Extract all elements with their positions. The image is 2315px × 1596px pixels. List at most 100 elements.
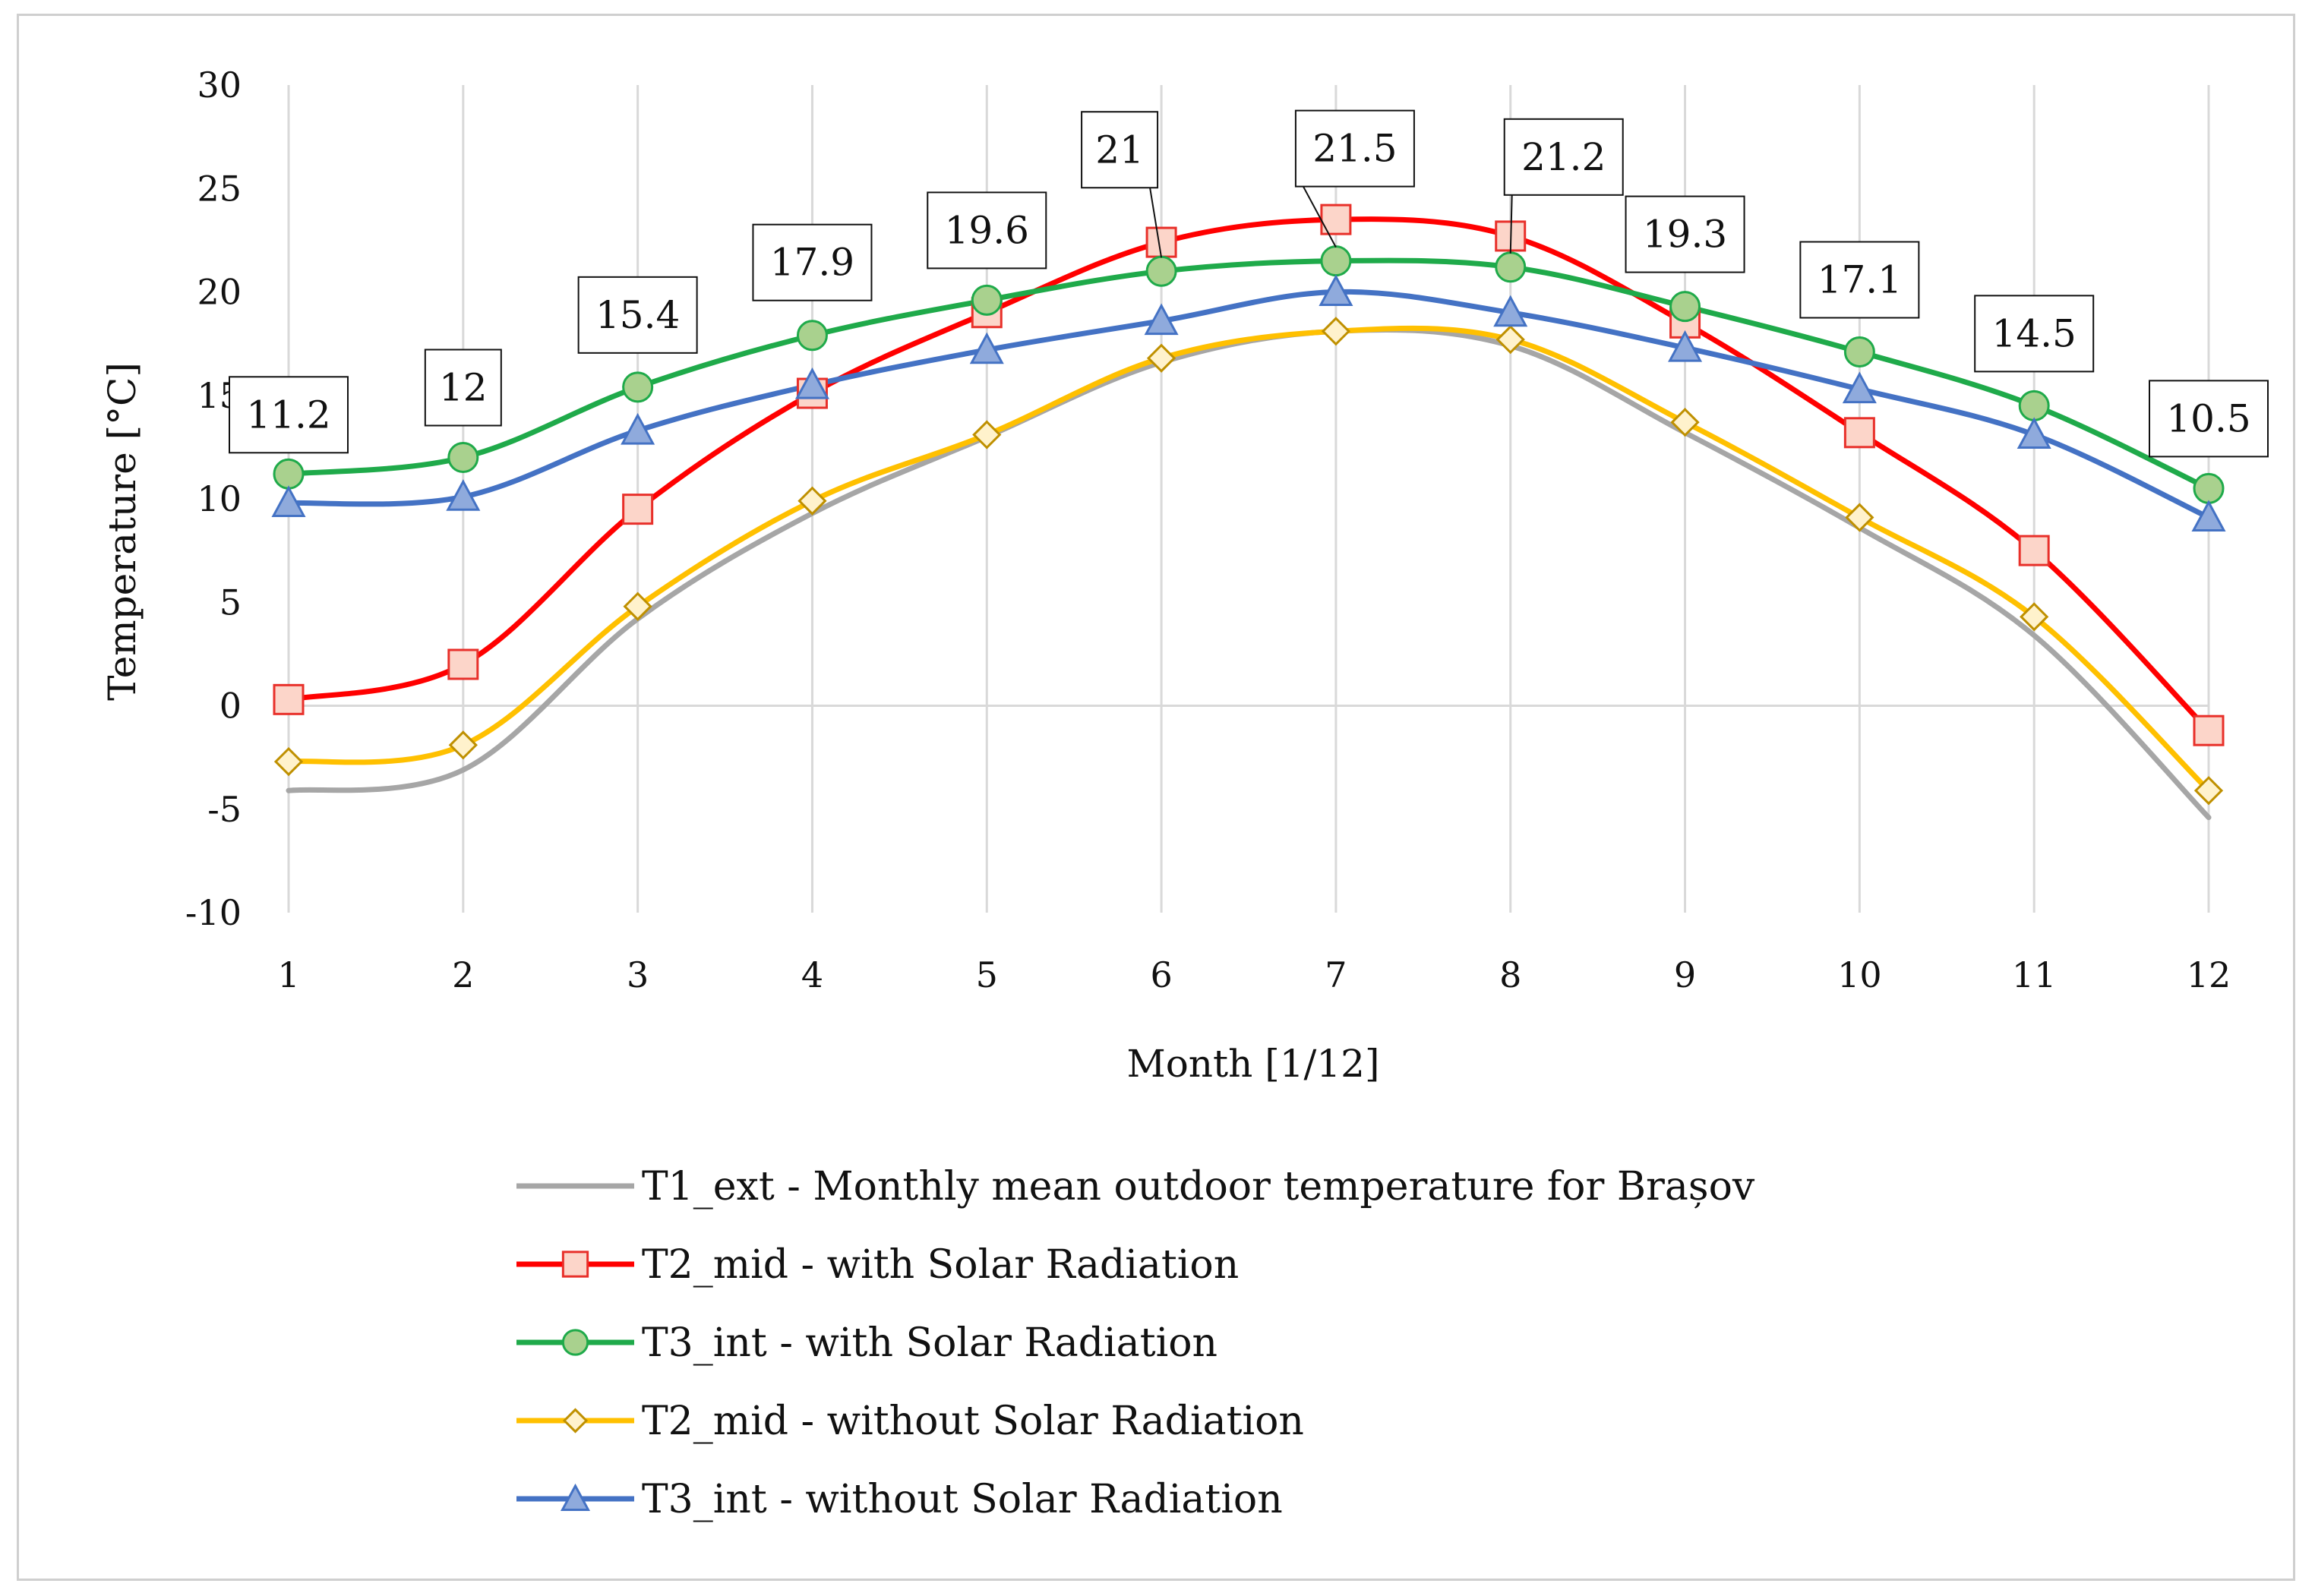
data-point-t3-int-with-solar-radiation: [273, 458, 305, 490]
data-label: 19.3: [1643, 213, 1727, 257]
y-tick-label: 0: [219, 686, 242, 727]
data-label-box: [1503, 118, 1624, 196]
data-label-box: [1974, 295, 2095, 373]
x-tick-label: 10: [1837, 954, 1882, 995]
series-lines: [286, 216, 2212, 821]
y-tick-label: 20: [197, 272, 242, 313]
data-point-t3-int-without-solar-radiation: [794, 367, 829, 399]
x-tick-label: 8: [1499, 954, 1521, 995]
y-tick-label: 5: [219, 582, 242, 623]
data-point-t3-int-without-solar-radiation: [1668, 330, 1703, 362]
x-tick-label: 2: [452, 954, 474, 995]
data-point-t2-mid-without-solar-radiation: [2193, 776, 2224, 806]
series-line-t3-int-with-solar-radiation: [286, 257, 2212, 491]
data-point-t2-mid-without-solar-radiation: [797, 486, 827, 516]
data-point-t2-mid-without-solar-radiation: [1670, 408, 1700, 437]
legend-label: T1_ext - Monthly mean outdoor temperatur…: [642, 1164, 1755, 1210]
data-label: 14.5: [1992, 311, 2077, 355]
data-point-t3-int-with-solar-radiation: [622, 371, 654, 403]
data-point-t3-int-with-solar-radiation: [2193, 472, 2225, 504]
data-label: 10.5: [2166, 396, 2250, 440]
data-label-leader: [1509, 194, 1513, 254]
data-label: 17.1: [1818, 258, 1902, 302]
data-point-t3-int-without-solar-radiation: [969, 332, 1004, 364]
data-label: 21.2: [1521, 135, 1606, 179]
data-point-t2-mid-without-solar-radiation: [623, 591, 652, 621]
x-tick-label: 9: [1674, 954, 1696, 995]
y-axis-title: Temperature [°C]: [100, 362, 144, 701]
data-label-box: [1294, 109, 1415, 188]
data-point-t3-int-with-solar-radiation: [2018, 390, 2050, 421]
data-point-t2-mid-with-solar-radiation: [2193, 714, 2225, 746]
data-label-box: [927, 191, 1047, 270]
data-point-t2-mid-without-solar-radiation: [1845, 503, 1874, 532]
data-label-leader: [1149, 188, 1163, 258]
series-markers: [271, 203, 2226, 806]
x-tick-label: 5: [976, 954, 998, 995]
data-label: 17.9: [770, 241, 854, 285]
data-point-t2-mid-with-solar-radiation: [447, 648, 479, 680]
data-point-t2-mid-with-solar-radiation: [1145, 226, 1177, 258]
data-label-leader: [1303, 186, 1337, 248]
x-tick-label: 11: [2012, 954, 2057, 995]
data-point-t3-int-with-solar-radiation: [796, 320, 828, 352]
data-label-box: [229, 376, 349, 454]
legend-label: T3_int - with Solar Radiation: [642, 1320, 1218, 1366]
data-point-t3-int-without-solar-radiation: [2191, 500, 2226, 532]
x-tick-label: 4: [801, 954, 823, 995]
data-label-box: [752, 223, 873, 301]
y-tick-label: 10: [197, 478, 242, 519]
data-point-t2-mid-with-solar-radiation: [2018, 535, 2050, 566]
data-point-t3-int-without-solar-radiation: [446, 479, 481, 511]
data-label-box: [1625, 195, 1745, 273]
data-point-t2-mid-without-solar-radiation: [1495, 325, 1525, 355]
data-label-box: [424, 349, 502, 427]
x-axis-title: Month [1/12]: [1127, 1042, 1380, 1086]
x-tick-label: 6: [1150, 954, 1172, 995]
data-point-t2-mid-without-solar-radiation: [1146, 343, 1176, 373]
legend-marker-t2-mid-without-solar-radiation: [562, 1408, 589, 1434]
data-label: 11.2: [246, 393, 330, 437]
data-point-t3-int-with-solar-radiation: [1495, 251, 1527, 283]
data-point-t3-int-without-solar-radiation: [621, 412, 655, 445]
data-point-t2-mid-without-solar-radiation: [972, 420, 1002, 449]
data-point-t2-mid-with-solar-radiation: [622, 494, 654, 525]
y-tick-label: 25: [197, 168, 242, 209]
data-point-t2-mid-without-solar-radiation: [273, 746, 304, 777]
data-point-t3-int-with-solar-radiation: [1669, 291, 1701, 323]
data-point-t3-int-with-solar-radiation: [1145, 255, 1177, 287]
series-line-t2-mid-with-solar-radiation: [286, 216, 2212, 733]
data-point-t3-int-without-solar-radiation: [1842, 371, 1877, 404]
data-label: 21.5: [1312, 127, 1397, 171]
data-point-t3-int-without-solar-radiation: [1493, 295, 1528, 327]
legend-marker-t2-mid-with-solar-radiation: [561, 1251, 589, 1278]
data-point-t2-mid-with-solar-radiation: [1843, 417, 1875, 449]
x-tick-label: 1: [277, 954, 299, 995]
y-tick-label: -10: [185, 892, 242, 933]
legend-label: T2_mid - without Solar Radiation: [642, 1399, 1304, 1444]
data-point-t2-mid-without-solar-radiation: [1321, 317, 1351, 346]
data-label-box: [1799, 241, 1920, 319]
data-point-t3-int-without-solar-radiation: [2017, 417, 2051, 449]
data-point-t3-int-with-solar-radiation: [1320, 245, 1352, 277]
series-line-t2-mid-without-solar-radiation: [286, 325, 2212, 793]
legend-label: T3_int - without Solar Radiation: [642, 1477, 1283, 1522]
data-labels: 11.2 12 15.4 17.9 19.6 21 21.5 21.2 19.3 17.1 14.5…: [229, 109, 2269, 458]
y-tick-label: 30: [197, 65, 242, 106]
data-label-box: [577, 276, 698, 354]
data-point-t3-int-without-solar-radiation: [271, 485, 306, 517]
data-label: 19.6: [945, 208, 1029, 252]
grid-lines: [287, 85, 2210, 913]
data-point-t2-mid-with-solar-radiation: [273, 683, 305, 715]
data-label-box: [2149, 380, 2269, 458]
x-axis: 1 2 3 4 5 6 7 8 9 10 11 12: [277, 954, 2231, 995]
legend-marker-t3-int-with-solar-radiation: [561, 1329, 589, 1356]
data-label: 12: [439, 366, 488, 410]
data-label-box: [1081, 111, 1159, 189]
data-point-t3-int-with-solar-radiation: [971, 284, 1003, 316]
legend: T1_ext - Monthly mean outdoor temperatur…: [516, 1164, 1755, 1522]
legend-marker-t3-int-without-solar-radiation: [560, 1483, 591, 1511]
data-point-t3-int-without-solar-radiation: [1144, 303, 1179, 336]
data-point-t2-mid-without-solar-radiation: [448, 730, 478, 760]
data-point-t3-int-with-solar-radiation: [1843, 336, 1875, 368]
